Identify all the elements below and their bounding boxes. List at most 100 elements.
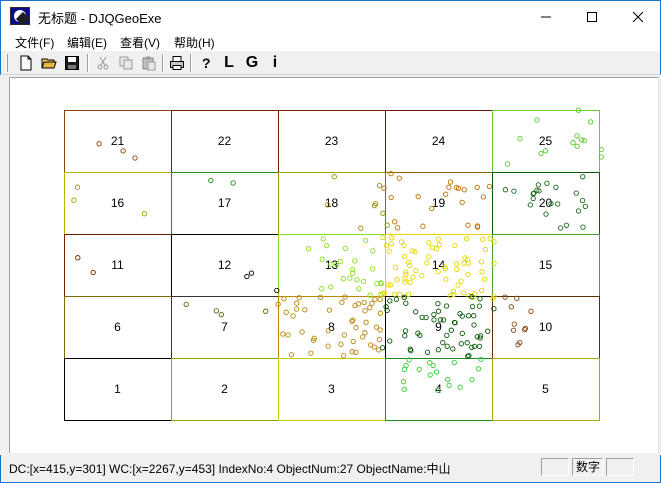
map-point-symbol[interactable] (448, 327, 454, 333)
map-point-symbol[interactable] (324, 242, 330, 249)
map-point-symbol[interactable] (543, 211, 549, 217)
map-point-symbol[interactable] (464, 340, 470, 346)
map-point-symbol[interactable] (361, 299, 367, 306)
map-point-symbol[interactable] (350, 338, 356, 345)
map-point-symbol[interactable] (464, 256, 471, 263)
map-point-symbol[interactable] (299, 329, 305, 335)
map-point-symbol[interactable] (471, 322, 477, 328)
map-point-symbol[interactable] (474, 334, 480, 340)
map-point-symbol[interactable] (443, 303, 450, 309)
map-point-symbol[interactable] (478, 287, 485, 294)
map-point-symbol[interactable] (377, 327, 383, 333)
map-point-symbol[interactable] (491, 293, 497, 299)
map-point-symbol[interactable] (339, 299, 345, 305)
map-point-symbol[interactable] (542, 148, 549, 154)
map-point-symbol[interactable] (420, 223, 426, 229)
map-point-symbol[interactable] (407, 262, 413, 269)
map-point-symbol[interactable] (579, 137, 585, 143)
map-point-symbol[interactable] (454, 266, 460, 273)
map-point-symbol[interactable] (450, 288, 457, 294)
map-point-symbol[interactable] (435, 300, 441, 307)
map-point-symbol[interactable] (310, 337, 317, 343)
map-point-symbol[interactable] (285, 332, 291, 338)
map-point-symbol[interactable] (415, 193, 421, 200)
map-point-symbol[interactable] (374, 280, 380, 287)
map-point-symbol[interactable] (372, 296, 378, 302)
map-point-symbol[interactable] (302, 307, 308, 313)
map-point-symbol[interactable] (386, 248, 392, 255)
map-point-symbol[interactable] (451, 359, 457, 366)
help-context-button[interactable]: ? (196, 53, 216, 73)
map-point-symbol[interactable] (384, 222, 390, 228)
map-point-symbol[interactable] (294, 300, 300, 306)
map-point-symbol[interactable] (378, 280, 384, 286)
map-point-symbol[interactable] (413, 268, 419, 274)
map-point-symbol[interactable] (451, 319, 458, 326)
map-point-symbol[interactable] (504, 161, 511, 167)
map-point-symbol[interactable] (406, 357, 412, 363)
map-point-symbol[interactable] (319, 256, 325, 262)
map-point-symbol[interactable] (465, 222, 471, 228)
map-point-symbol[interactable] (491, 306, 497, 312)
map-point-symbol[interactable] (535, 182, 542, 188)
map-point-symbol[interactable] (427, 372, 433, 378)
map-point-symbol[interactable] (517, 136, 523, 142)
map-point-symbol[interactable] (469, 344, 475, 351)
map-point-symbol[interactable] (331, 174, 337, 180)
map-point-symbol[interactable] (407, 279, 413, 285)
map-point-symbol[interactable] (377, 310, 384, 316)
map-point-symbol[interactable] (380, 210, 386, 216)
map-point-symbol[interactable] (288, 352, 295, 358)
map-point-symbol[interactable] (469, 303, 476, 310)
map-point-symbol[interactable] (424, 260, 430, 266)
map-point-symbol[interactable] (389, 235, 395, 241)
map-point-symbol[interactable] (328, 261, 334, 267)
map-point-symbol[interactable] (183, 301, 189, 308)
map-point-symbol[interactable] (598, 154, 604, 160)
map-point-symbol[interactable] (580, 224, 586, 230)
map-point-symbol[interactable] (437, 317, 444, 323)
map-point-symbol[interactable] (544, 180, 550, 186)
map-point-symbol[interactable] (530, 195, 536, 202)
map-point-symbol[interactable] (342, 245, 349, 251)
map-point-symbol[interactable] (342, 294, 348, 300)
map-point-symbol[interactable] (517, 339, 523, 346)
map-point-symbol[interactable] (429, 244, 436, 251)
map-point-symbol[interactable] (328, 284, 334, 290)
map-point-symbol[interactable] (340, 353, 347, 359)
map-point-symbol[interactable] (464, 236, 470, 242)
map-point-symbol[interactable] (90, 269, 96, 276)
map-point-symbol[interactable] (401, 294, 407, 301)
map-point-symbol[interactable] (353, 325, 359, 331)
toolbar-g-button[interactable]: G (245, 54, 259, 71)
map-point-symbol[interactable] (388, 241, 394, 247)
map-point-symbol[interactable] (502, 187, 509, 193)
map-point-symbol[interactable] (213, 308, 219, 314)
map-point-symbol[interactable] (455, 185, 462, 191)
map-point-symbol[interactable] (263, 308, 269, 314)
map-point-symbol[interactable] (480, 194, 487, 200)
map-point-symbol[interactable] (388, 194, 394, 201)
map-point-symbol[interactable] (388, 282, 394, 288)
map-point-symbol[interactable] (347, 275, 353, 281)
menu-help[interactable]: 帮助(H) (174, 36, 215, 50)
map-point-symbol[interactable] (474, 184, 480, 191)
map-point-symbol[interactable] (392, 264, 399, 271)
map-point-symbol[interactable] (461, 260, 467, 266)
map-point-symbol[interactable] (350, 270, 356, 276)
map-point-symbol[interactable] (356, 286, 362, 292)
map-point-symbol[interactable] (423, 314, 429, 321)
map-point-symbol[interactable] (587, 119, 594, 125)
map-point-symbol[interactable] (553, 184, 559, 190)
map-point-symbol[interactable] (120, 148, 126, 154)
map-point-symbol[interactable] (352, 258, 358, 264)
map-point-symbol[interactable] (574, 133, 580, 139)
map-point-symbol[interactable] (476, 343, 483, 350)
map-point-symbol[interactable] (490, 296, 496, 302)
map-point-symbol[interactable] (443, 276, 449, 282)
map-point-symbol[interactable] (461, 187, 467, 193)
map-point-symbol[interactable] (393, 296, 400, 302)
map-point-symbol[interactable] (534, 187, 540, 193)
map-point-symbol[interactable] (367, 305, 373, 311)
